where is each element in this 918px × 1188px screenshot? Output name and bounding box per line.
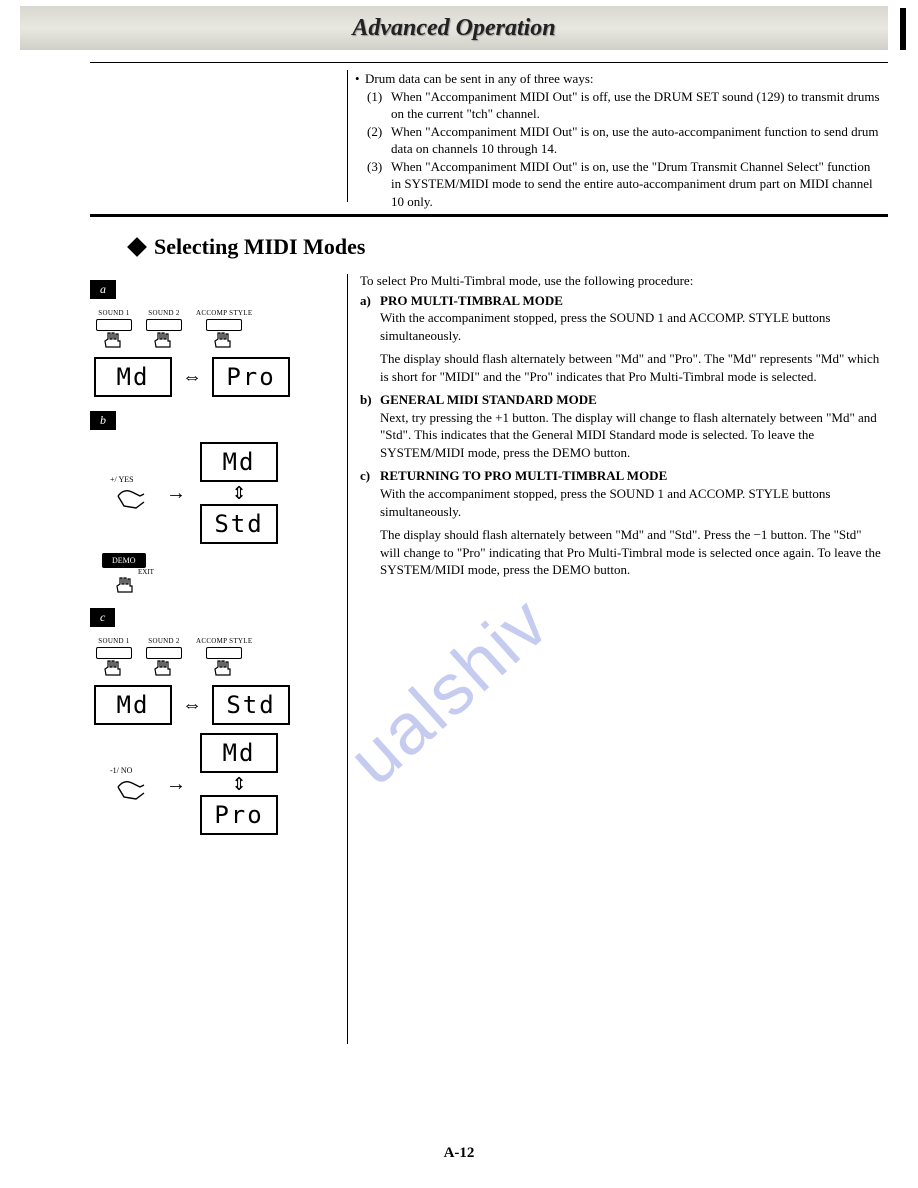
sound1-button-icon xyxy=(96,319,132,331)
rule-mid xyxy=(90,214,888,217)
intro-text-2: When "Accompaniment MIDI Out" is on, use… xyxy=(391,123,883,158)
section-title: Selecting MIDI Modes xyxy=(154,234,365,259)
hand-press-icon xyxy=(114,486,148,512)
item-a-title: PRO MULTI-TIMBRAL MODE xyxy=(380,292,563,310)
step-b-label: b xyxy=(90,411,116,430)
no-label: -1/ NO xyxy=(110,766,152,775)
demo-row: DEMO EXIT xyxy=(102,550,340,594)
sound2-button-icon xyxy=(146,319,182,331)
section-heading: Selecting MIDI Modes xyxy=(124,234,365,260)
btn-label-sound2: SOUND 2 xyxy=(146,637,182,645)
watermark: ualshiv xyxy=(333,581,565,801)
step-b-press: +/ YES → Md ⇕ Std xyxy=(110,442,340,544)
item-b-letter: b) xyxy=(360,391,380,409)
item-c-body1: With the accompaniment stopped, press th… xyxy=(380,485,883,520)
yes-label: +/ YES xyxy=(110,475,152,484)
step-a-lcd-row: Md ⇔ Pro xyxy=(94,357,340,397)
main-lead: To select Pro Multi-Timbral mode, use th… xyxy=(360,272,883,290)
hand-icon xyxy=(212,331,236,349)
item-b-title: GENERAL MIDI STANDARD MODE xyxy=(380,391,597,409)
btn-label-accomp: ACCOMP STYLE xyxy=(196,309,252,317)
hand-icon xyxy=(212,659,236,677)
item-a-body1: With the accompaniment stopped, press th… xyxy=(380,309,883,344)
step-c-buttons: SOUND 1 SOUND 2 ACCOMP STYLE xyxy=(96,637,340,677)
step-c-press: -1/ NO → Md ⇕ Pro xyxy=(110,733,340,835)
hand-icon xyxy=(102,659,126,677)
btn-label-sound2: SOUND 2 xyxy=(146,309,182,317)
btn-label-sound1: SOUND 1 xyxy=(96,309,132,317)
item-c-body2: The display should flash alternately bet… xyxy=(380,526,883,579)
intro-num-1: (1) xyxy=(367,88,391,123)
header-title: Advanced Operation xyxy=(352,15,555,42)
arrow-updown-icon: ⇕ xyxy=(231,775,246,793)
arrow-bidir-icon: ⇔ xyxy=(182,366,202,389)
main-text-block: To select Pro Multi-Timbral mode, use th… xyxy=(360,272,883,585)
step-a-label: a xyxy=(90,280,116,299)
btn-label-accomp: ACCOMP STYLE xyxy=(196,637,252,645)
lcd-display: Md xyxy=(94,685,172,725)
demo-button-icon: DEMO xyxy=(102,553,146,568)
header-bar: Advanced Operation xyxy=(20,6,888,50)
exit-label: EXIT xyxy=(138,568,340,576)
intro-divider xyxy=(347,70,348,202)
accomp-button-icon xyxy=(206,647,242,659)
arrow-right-icon: → xyxy=(166,482,186,505)
lcd-display: Md xyxy=(200,733,278,773)
accomp-button-icon xyxy=(206,319,242,331)
arrow-bidir-icon: ⇔ xyxy=(182,694,202,717)
intro-num-3: (3) xyxy=(367,158,391,211)
item-a-body2: The display should flash alternately bet… xyxy=(380,350,883,385)
page-number: A-12 xyxy=(0,1145,918,1162)
lcd-display: Std xyxy=(200,504,278,544)
arrow-updown-icon: ⇕ xyxy=(231,484,246,502)
hand-press-icon xyxy=(114,777,148,803)
step-c-lcd-row1: Md ⇔ Std xyxy=(94,685,340,725)
item-c-letter: c) xyxy=(360,467,380,485)
intro-bullet-text: Drum data can be sent in any of three wa… xyxy=(365,70,594,88)
step-a-buttons: SOUND 1 SOUND 2 ACCOMP STYLE xyxy=(96,309,340,349)
lcd-display: Md xyxy=(94,357,172,397)
page-edge-mark xyxy=(900,8,906,50)
step-c-label: c xyxy=(90,608,115,627)
intro-text-3: When "Accompaniment MIDI Out" is on, use… xyxy=(391,158,883,211)
item-b-body1: Next, try pressing the +1 button. The di… xyxy=(380,409,883,462)
item-c-title: RETURNING TO PRO MULTI-TIMBRAL MODE xyxy=(380,467,667,485)
intro-num-2: (2) xyxy=(367,123,391,158)
sound1-button-icon xyxy=(96,647,132,659)
hand-icon xyxy=(152,659,176,677)
lcd-display: Md xyxy=(200,442,278,482)
hand-icon xyxy=(114,576,138,594)
bullet-icon: • xyxy=(355,70,365,88)
lcd-display: Pro xyxy=(200,795,278,835)
lcd-display: Pro xyxy=(212,357,290,397)
hand-icon xyxy=(152,331,176,349)
btn-label-sound1: SOUND 1 xyxy=(96,637,132,645)
lcd-display: Std xyxy=(212,685,290,725)
intro-block: • Drum data can be sent in any of three … xyxy=(355,70,883,210)
rule-top xyxy=(90,62,888,63)
main-divider xyxy=(347,274,348,1044)
diagram-area: a SOUND 1 SOUND 2 ACCOMP STYLE Md ⇔ Pro xyxy=(90,274,340,841)
item-a-letter: a) xyxy=(360,292,380,310)
intro-text-1: When "Accompaniment MIDI Out" is off, us… xyxy=(391,88,883,123)
arrow-right-icon: → xyxy=(166,773,186,796)
hand-icon xyxy=(102,331,126,349)
sound2-button-icon xyxy=(146,647,182,659)
